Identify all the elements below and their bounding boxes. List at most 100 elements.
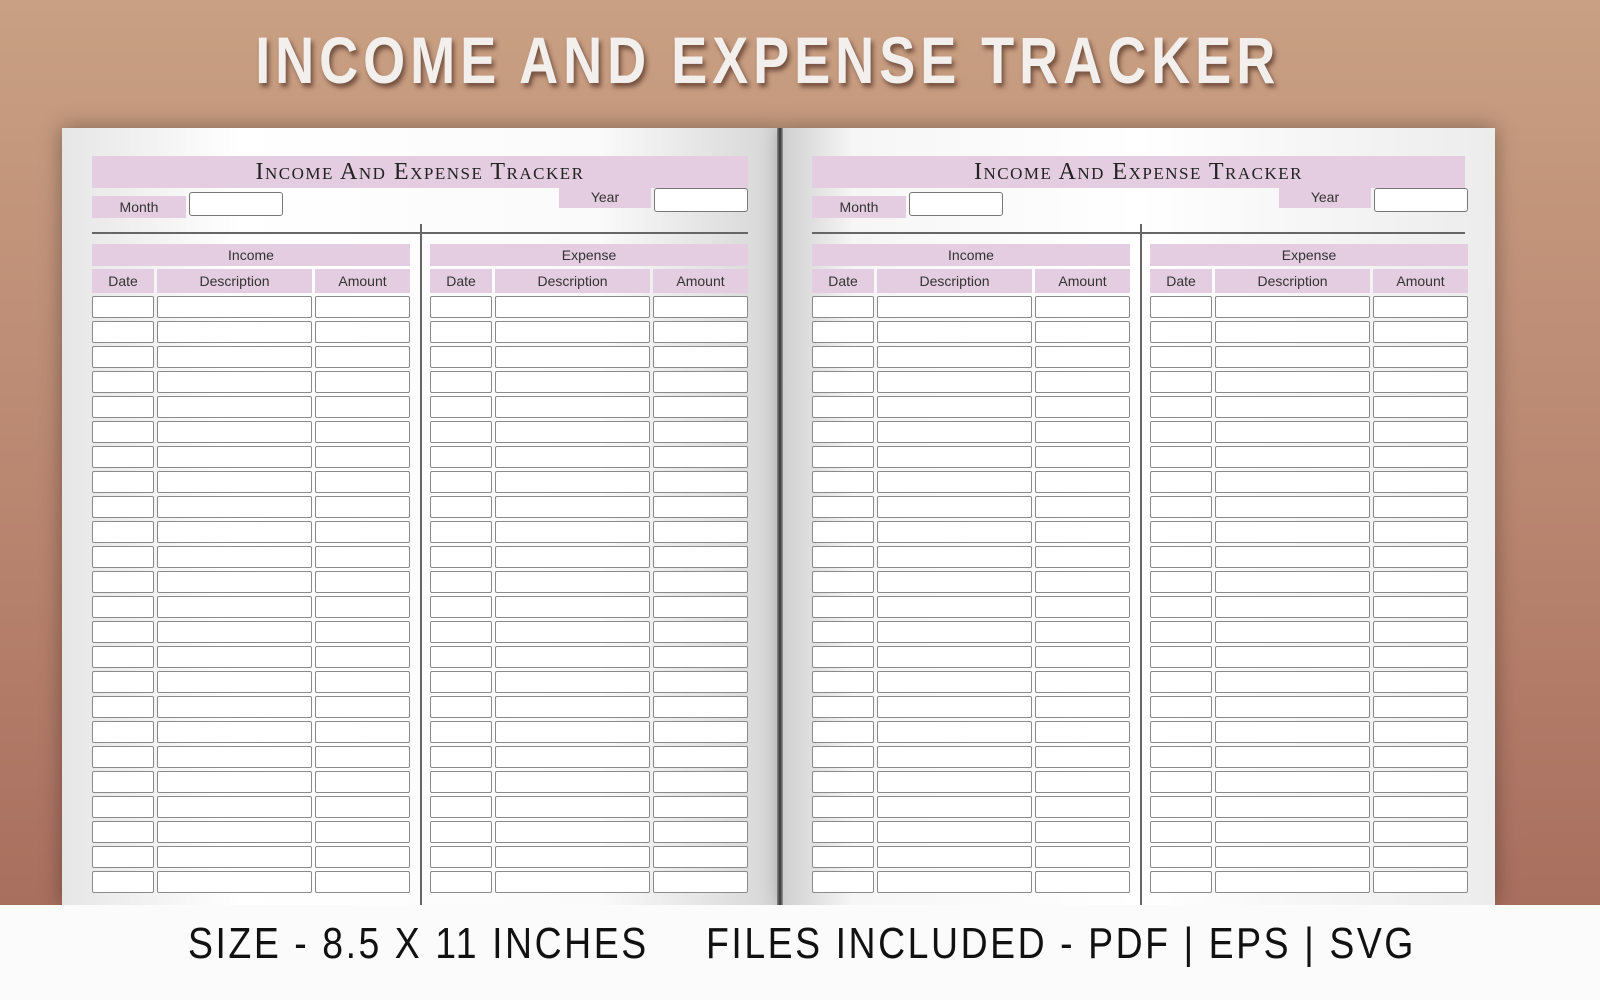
- amount-cell[interactable]: [315, 671, 410, 693]
- date-cell[interactable]: [92, 471, 154, 493]
- amount-cell[interactable]: [653, 596, 748, 618]
- amount-cell[interactable]: [653, 521, 748, 543]
- date-cell[interactable]: [430, 321, 492, 343]
- date-cell[interactable]: [430, 671, 492, 693]
- amount-cell[interactable]: [1035, 346, 1130, 368]
- amount-cell[interactable]: [315, 846, 410, 868]
- amount-cell[interactable]: [653, 696, 748, 718]
- date-cell[interactable]: [92, 671, 154, 693]
- date-cell[interactable]: [812, 421, 874, 443]
- date-cell[interactable]: [812, 446, 874, 468]
- description-cell[interactable]: [495, 496, 650, 518]
- description-cell[interactable]: [877, 646, 1032, 668]
- date-cell[interactable]: [430, 621, 492, 643]
- description-cell[interactable]: [1215, 396, 1370, 418]
- amount-cell[interactable]: [315, 796, 410, 818]
- description-cell[interactable]: [495, 696, 650, 718]
- amount-cell[interactable]: [315, 746, 410, 768]
- date-cell[interactable]: [92, 446, 154, 468]
- amount-cell[interactable]: [1035, 871, 1130, 893]
- description-cell[interactable]: [495, 621, 650, 643]
- description-cell[interactable]: [1215, 746, 1370, 768]
- year-field[interactable]: [654, 188, 748, 212]
- date-cell[interactable]: [92, 796, 154, 818]
- amount-cell[interactable]: [1035, 321, 1130, 343]
- amount-cell[interactable]: [315, 396, 410, 418]
- amount-cell[interactable]: [653, 846, 748, 868]
- date-cell[interactable]: [1150, 721, 1212, 743]
- description-cell[interactable]: [1215, 696, 1370, 718]
- description-cell[interactable]: [1215, 571, 1370, 593]
- amount-cell[interactable]: [1035, 446, 1130, 468]
- description-cell[interactable]: [877, 421, 1032, 443]
- date-cell[interactable]: [92, 871, 154, 893]
- amount-cell[interactable]: [1035, 496, 1130, 518]
- amount-cell[interactable]: [1373, 346, 1468, 368]
- amount-cell[interactable]: [1035, 721, 1130, 743]
- date-cell[interactable]: [812, 321, 874, 343]
- date-cell[interactable]: [430, 371, 492, 393]
- date-cell[interactable]: [92, 521, 154, 543]
- date-cell[interactable]: [430, 471, 492, 493]
- description-cell[interactable]: [1215, 446, 1370, 468]
- date-cell[interactable]: [1150, 496, 1212, 518]
- date-cell[interactable]: [92, 596, 154, 618]
- amount-cell[interactable]: [315, 871, 410, 893]
- amount-cell[interactable]: [1373, 746, 1468, 768]
- date-cell[interactable]: [812, 396, 874, 418]
- date-cell[interactable]: [812, 571, 874, 593]
- amount-cell[interactable]: [315, 696, 410, 718]
- amount-cell[interactable]: [653, 771, 748, 793]
- description-cell[interactable]: [157, 346, 312, 368]
- description-cell[interactable]: [157, 771, 312, 793]
- amount-cell[interactable]: [653, 471, 748, 493]
- amount-cell[interactable]: [315, 496, 410, 518]
- description-cell[interactable]: [495, 821, 650, 843]
- date-cell[interactable]: [1150, 571, 1212, 593]
- amount-cell[interactable]: [1373, 446, 1468, 468]
- description-cell[interactable]: [1215, 846, 1370, 868]
- date-cell[interactable]: [1150, 446, 1212, 468]
- amount-cell[interactable]: [653, 821, 748, 843]
- amount-cell[interactable]: [1035, 771, 1130, 793]
- date-cell[interactable]: [812, 346, 874, 368]
- amount-cell[interactable]: [653, 346, 748, 368]
- date-cell[interactable]: [1150, 296, 1212, 318]
- date-cell[interactable]: [1150, 321, 1212, 343]
- date-cell[interactable]: [1150, 696, 1212, 718]
- date-cell[interactable]: [812, 771, 874, 793]
- date-cell[interactable]: [1150, 596, 1212, 618]
- date-cell[interactable]: [812, 871, 874, 893]
- date-cell[interactable]: [1150, 821, 1212, 843]
- description-cell[interactable]: [157, 421, 312, 443]
- date-cell[interactable]: [430, 821, 492, 843]
- description-cell[interactable]: [1215, 496, 1370, 518]
- amount-cell[interactable]: [1035, 746, 1130, 768]
- amount-cell[interactable]: [653, 321, 748, 343]
- date-cell[interactable]: [92, 696, 154, 718]
- amount-cell[interactable]: [1035, 821, 1130, 843]
- date-cell[interactable]: [430, 796, 492, 818]
- amount-cell[interactable]: [1035, 596, 1130, 618]
- description-cell[interactable]: [157, 796, 312, 818]
- description-cell[interactable]: [495, 346, 650, 368]
- amount-cell[interactable]: [315, 371, 410, 393]
- amount-cell[interactable]: [1373, 821, 1468, 843]
- description-cell[interactable]: [877, 746, 1032, 768]
- description-cell[interactable]: [1215, 821, 1370, 843]
- description-cell[interactable]: [157, 846, 312, 868]
- date-cell[interactable]: [92, 296, 154, 318]
- date-cell[interactable]: [430, 421, 492, 443]
- date-cell[interactable]: [812, 721, 874, 743]
- amount-cell[interactable]: [1373, 621, 1468, 643]
- description-cell[interactable]: [495, 471, 650, 493]
- amount-cell[interactable]: [653, 396, 748, 418]
- date-cell[interactable]: [812, 521, 874, 543]
- description-cell[interactable]: [157, 321, 312, 343]
- description-cell[interactable]: [157, 496, 312, 518]
- date-cell[interactable]: [1150, 421, 1212, 443]
- amount-cell[interactable]: [1373, 871, 1468, 893]
- date-cell[interactable]: [430, 346, 492, 368]
- date-cell[interactable]: [1150, 346, 1212, 368]
- description-cell[interactable]: [877, 346, 1032, 368]
